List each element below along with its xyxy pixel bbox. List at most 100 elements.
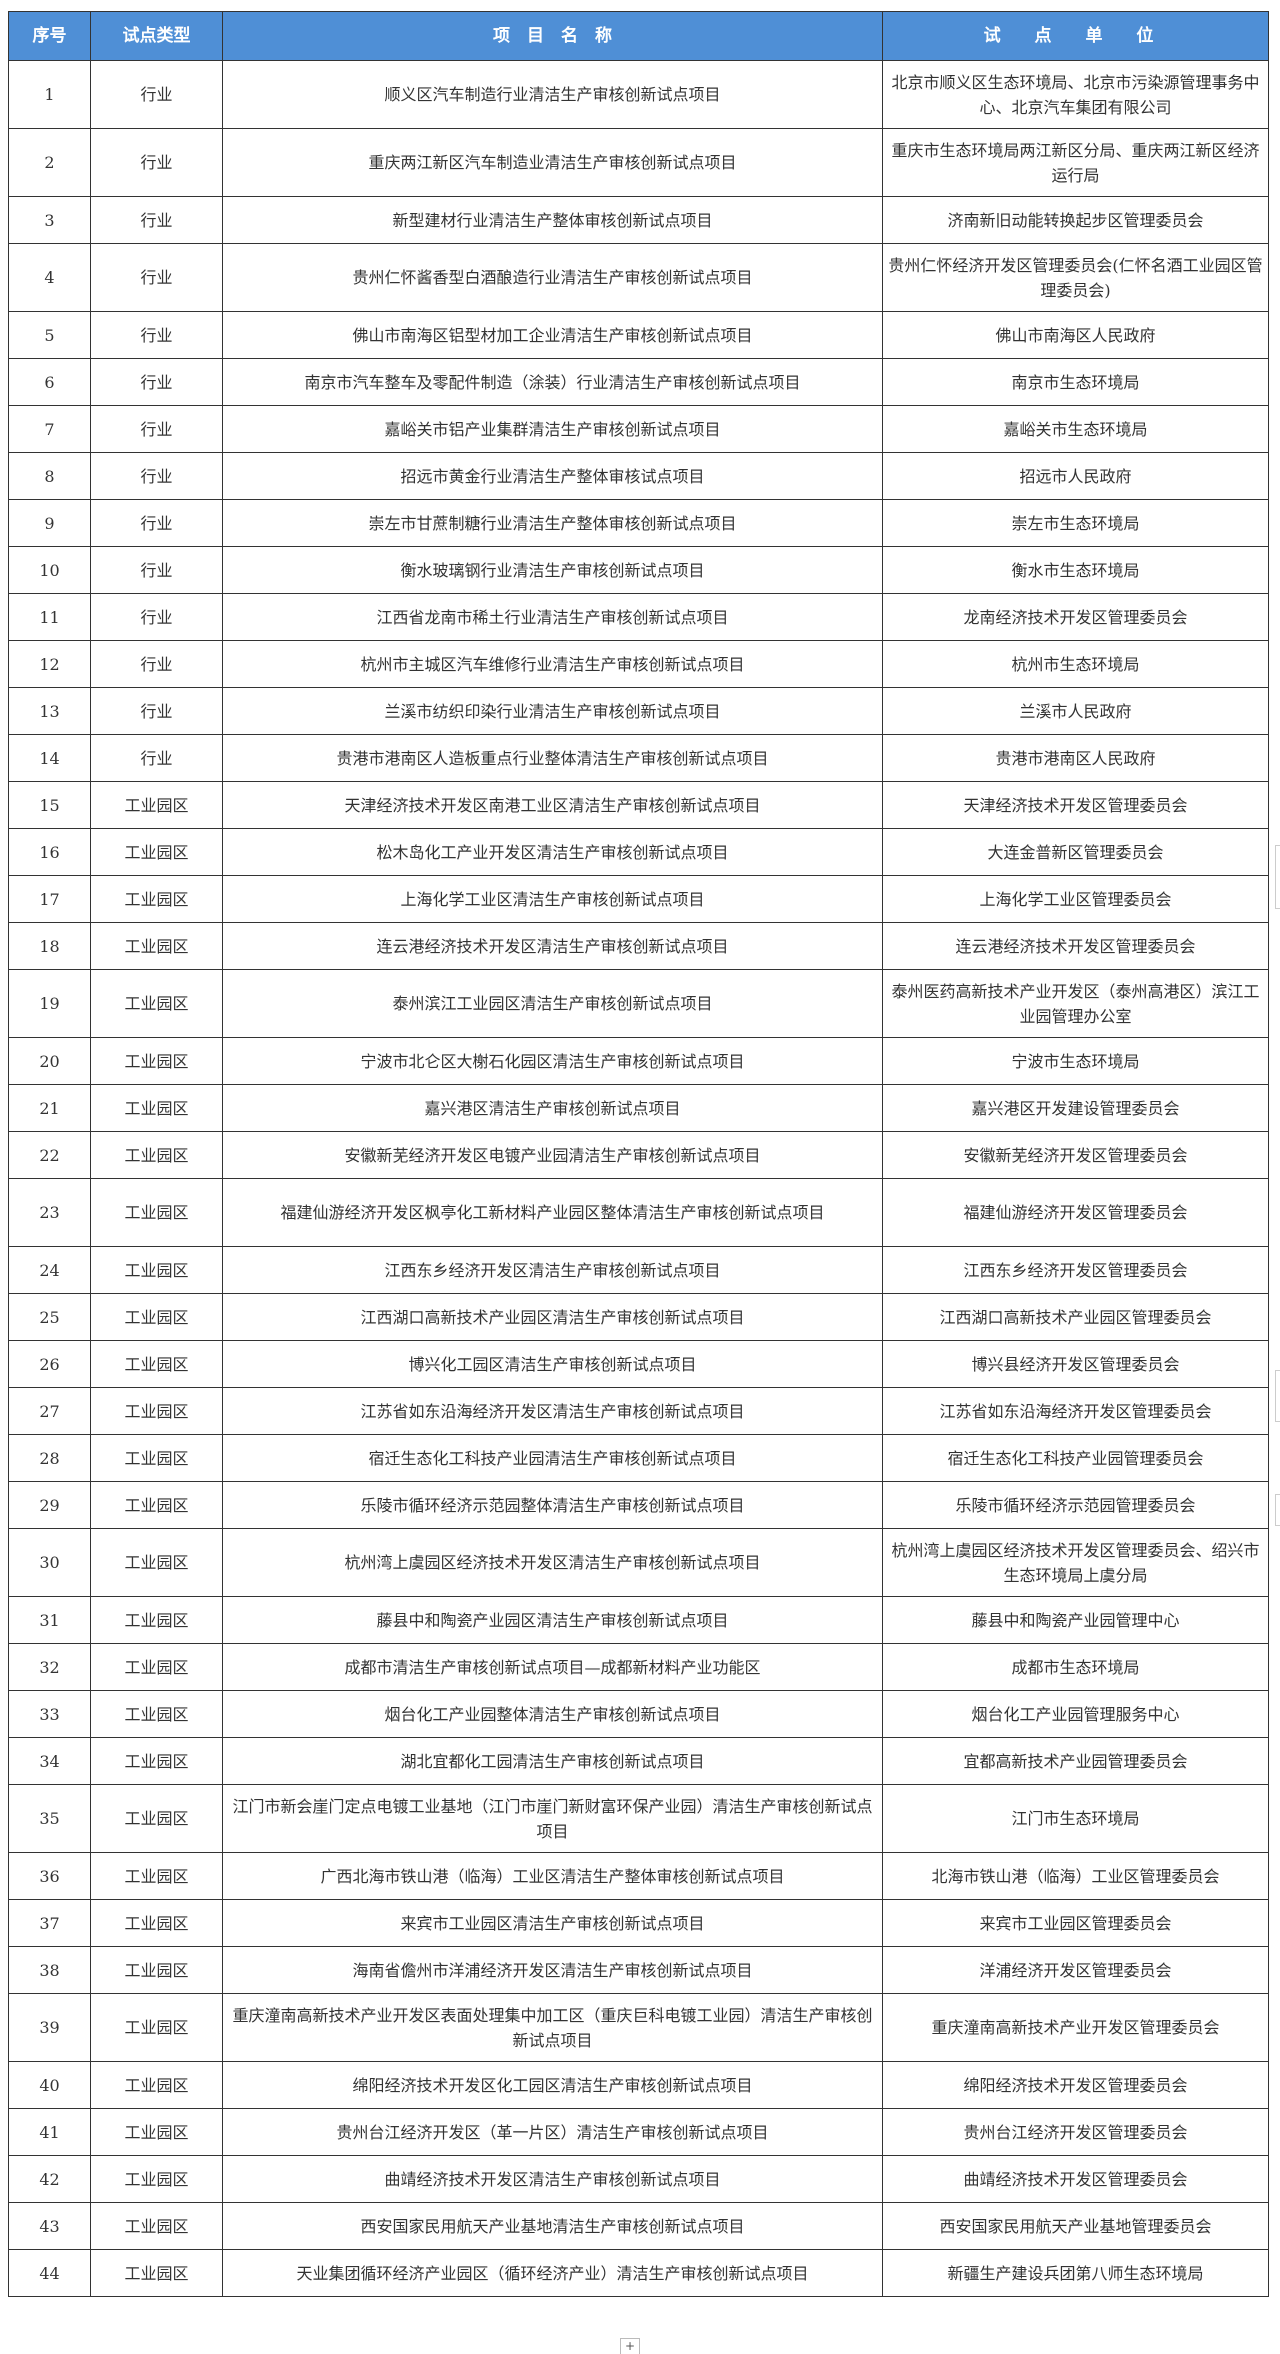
cell-pilot-unit: 安徽新芜经济开发区管理委员会 (882, 1131, 1269, 1179)
table-header-row: 序号 试点类型 项 目 名 称 试 点 单 位 (8, 11, 1269, 61)
cell-pilot-unit: 博兴县经济开发区管理委员会 (882, 1340, 1269, 1388)
cell-no: 34 (8, 1737, 91, 1785)
cell-pilot-unit: 贵港市港南区人民政府 (882, 734, 1269, 782)
cell-type: 工业园区 (90, 1643, 223, 1691)
cell-type: 工业园区 (90, 2061, 223, 2109)
cell-pilot-unit: 乐陵市循环经济示范园管理委员会 (882, 1481, 1269, 1529)
table-body: 1 行业 顺义区汽车制造行业清洁生产审核创新试点项目 北京市顺义区生态环境局、北京市污… (8, 60, 1269, 2297)
table-row: 29 工业园区 乐陵市循环经济示范园整体清洁生产审核创新试点项目 乐陵市循环经济示范园… (8, 1481, 1269, 1529)
table-row: 14 行业 贵港市港南区人造板重点行业整体清洁生产审核创新试点项目 贵港市港南区人民政… (8, 734, 1269, 782)
cell-pilot-unit: 江西东乡经济开发区管理委员会 (882, 1246, 1269, 1294)
cell-pilot-unit: 杭州湾上虞园区经济技术开发区管理委员会、绍兴市生态环境局上虞分局 (882, 1528, 1269, 1597)
cell-type: 工业园区 (90, 922, 223, 970)
table-row: 32 工业园区 成都市清洁生产审核创新试点项目—成都新材料产业功能区 成都市生态环境局 (8, 1643, 1269, 1691)
header-type: 试点类型 (90, 11, 223, 61)
cell-pilot-unit: 天津经济技术开发区管理委员会 (882, 781, 1269, 829)
table-row: 17 工业园区 上海化学工业区清洁生产审核创新试点项目 上海化学工业区管理委员会 (8, 875, 1269, 923)
cell-no: 41 (8, 2108, 91, 2156)
cell-type: 工业园区 (90, 1737, 223, 1785)
cell-project-name: 江西东乡经济开发区清洁生产审核创新试点项目 (222, 1246, 883, 1294)
table-row: 20 工业园区 宁波市北仑区大榭石化园区清洁生产审核创新试点项目 宁波市生态环境局 (8, 1037, 1269, 1085)
cell-type: 工业园区 (90, 1899, 223, 1947)
cell-type: 工业园区 (90, 1246, 223, 1294)
cell-pilot-unit: 贵州台江经济开发区管理委员会 (882, 2108, 1269, 2156)
cell-no: 18 (8, 922, 91, 970)
cell-type: 工业园区 (90, 1784, 223, 1853)
cell-type: 工业园区 (90, 828, 223, 876)
cell-project-name: 宁波市北仑区大榭石化园区清洁生产审核创新试点项目 (222, 1037, 883, 1085)
table-row: 33 工业园区 烟台化工产业园整体清洁生产审核创新试点项目 烟台化工产业园管理服务中心 (8, 1690, 1269, 1738)
cell-no: 23 (8, 1178, 91, 1247)
cell-no: 9 (8, 499, 91, 547)
cell-pilot-unit: 重庆市生态环境局两江新区分局、重庆两江新区经济运行局 (882, 128, 1269, 197)
cell-type: 行业 (90, 640, 223, 688)
table-row: 6 行业 南京市汽车整车及零配件制造（涂装）行业清洁生产审核创新试点项目 南京市生态环… (8, 358, 1269, 406)
table-row: 8 行业 招远市黄金行业清洁生产整体审核试点项目 招远市人民政府 (8, 452, 1269, 500)
cell-pilot-unit: 连云港经济技术开发区管理委员会 (882, 922, 1269, 970)
cell-no: 12 (8, 640, 91, 688)
table-row: 31 工业园区 藤县中和陶瓷产业园区清洁生产审核创新试点项目 藤县中和陶瓷产业园管理中… (8, 1596, 1269, 1644)
cell-project-name: 上海化学工业区清洁生产审核创新试点项目 (222, 875, 883, 923)
cell-type: 行业 (90, 311, 223, 359)
cell-pilot-unit: 西安国家民用航天产业基地管理委员会 (882, 2202, 1269, 2250)
cell-type: 工业园区 (90, 1178, 223, 1247)
cell-no: 1 (8, 60, 91, 129)
cell-project-name: 绵阳经济技术开发区化工园区清洁生产审核创新试点项目 (222, 2061, 883, 2109)
cell-pilot-unit: 北京市顺义区生态环境局、北京市污染源管理事务中心、北京汽车集团有限公司 (882, 60, 1269, 129)
cell-project-name: 江西湖口高新技术产业园区清洁生产审核创新试点项目 (222, 1293, 883, 1341)
table-row: 22 工业园区 安徽新芜经济开发区电镀产业园清洁生产审核创新试点项目 安徽新芜经济开发… (8, 1131, 1269, 1179)
table-row: 41 工业园区 贵州台江经济开发区（革一片区）清洁生产审核创新试点项目 贵州台江经济开… (8, 2108, 1269, 2156)
cell-type: 工业园区 (90, 2155, 223, 2203)
cell-type: 行业 (90, 499, 223, 547)
cell-no: 26 (8, 1340, 91, 1388)
cell-no: 5 (8, 311, 91, 359)
cell-type: 工业园区 (90, 2108, 223, 2156)
cell-no: 39 (8, 1993, 91, 2062)
table-row: 24 工业园区 江西东乡经济开发区清洁生产审核创新试点项目 江西东乡经济开发区管理委员… (8, 1246, 1269, 1294)
cell-project-name: 南京市汽车整车及零配件制造（涂装）行业清洁生产审核创新试点项目 (222, 358, 883, 406)
cell-no: 8 (8, 452, 91, 500)
table-row: 10 行业 衡水玻璃钢行业清洁生产审核创新试点项目 衡水市生态环境局 (8, 546, 1269, 594)
cell-project-name: 海南省儋州市洋浦经济开发区清洁生产审核创新试点项目 (222, 1946, 883, 1994)
cell-pilot-unit: 绵阳经济技术开发区管理委员会 (882, 2061, 1269, 2109)
cell-project-name: 新型建材行业清洁生产整体审核创新试点项目 (222, 196, 883, 244)
table-row: 2 行业 重庆两江新区汽车制造业清洁生产审核创新试点项目 重庆市生态环境局两江新区分局… (8, 128, 1269, 197)
cell-project-name: 藤县中和陶瓷产业园区清洁生产审核创新试点项目 (222, 1596, 883, 1644)
cell-project-name: 嘉峪关市铝产业集群清洁生产审核创新试点项目 (222, 405, 883, 453)
table-row: 23 工业园区 福建仙游经济开发区枫亭化工新材料产业园区整体清洁生产审核创新试点项目… (8, 1178, 1269, 1247)
pilot-projects-table: 序号 试点类型 项 目 名 称 试 点 单 位 1 行业 顺义区汽车制造行业清洁生产… (8, 11, 1269, 2297)
cell-pilot-unit: 洋浦经济开发区管理委员会 (882, 1946, 1269, 1994)
table-row: 36 工业园区 广西北海市铁山港（临海）工业区清洁生产整体审核创新试点项目 北海市铁山… (8, 1852, 1269, 1900)
cell-project-name: 连云港经济技术开发区清洁生产审核创新试点项目 (222, 922, 883, 970)
table-row: 34 工业园区 湖北宜都化工园清洁生产审核创新试点项目 宜都高新技术产业园管理委员会 (8, 1737, 1269, 1785)
cell-project-name: 贵州仁怀酱香型白酒酿造行业清洁生产审核创新试点项目 (222, 243, 883, 312)
cell-pilot-unit: 济南新旧动能转换起步区管理委员会 (882, 196, 1269, 244)
cell-type: 行业 (90, 243, 223, 312)
cell-type: 工业园区 (90, 1690, 223, 1738)
cell-project-name: 福建仙游经济开发区枫亭化工新材料产业园区整体清洁生产审核创新试点项目 (222, 1178, 883, 1247)
cell-no: 36 (8, 1852, 91, 1900)
cell-project-name: 贵州台江经济开发区（革一片区）清洁生产审核创新试点项目 (222, 2108, 883, 2156)
cell-type: 工业园区 (90, 969, 223, 1038)
cell-project-name: 西安国家民用航天产业基地清洁生产审核创新试点项目 (222, 2202, 883, 2250)
cell-pilot-unit: 来宾市工业园区管理委员会 (882, 1899, 1269, 1947)
table-row: 11 行业 江西省龙南市稀土行业清洁生产审核创新试点项目 龙南经济技术开发区管理委员会 (8, 593, 1269, 641)
cell-no: 30 (8, 1528, 91, 1597)
table-row: 3 行业 新型建材行业清洁生产整体审核创新试点项目 济南新旧动能转换起步区管理委员会 (8, 196, 1269, 244)
cell-pilot-unit: 南京市生态环境局 (882, 358, 1269, 406)
table-row: 38 工业园区 海南省儋州市洋浦经济开发区清洁生产审核创新试点项目 洋浦经济开发区管理… (8, 1946, 1269, 1994)
cell-no: 25 (8, 1293, 91, 1341)
table-row: 37 工业园区 来宾市工业园区清洁生产审核创新试点项目 来宾市工业园区管理委员会 (8, 1899, 1269, 1947)
cell-project-name: 崇左市甘蔗制糖行业清洁生产整体审核创新试点项目 (222, 499, 883, 547)
cell-type: 行业 (90, 546, 223, 594)
cell-pilot-unit: 衡水市生态环境局 (882, 546, 1269, 594)
add-button[interactable]: + (620, 2338, 640, 2354)
cell-pilot-unit: 宜都高新技术产业园管理委员会 (882, 1737, 1269, 1785)
table-row: 1 行业 顺义区汽车制造行业清洁生产审核创新试点项目 北京市顺义区生态环境局、北京市污… (8, 60, 1269, 129)
cell-pilot-unit: 江西湖口高新技术产业园区管理委员会 (882, 1293, 1269, 1341)
table-row: 5 行业 佛山市南海区铝型材加工企业清洁生产审核创新试点项目 佛山市南海区人民政府 (8, 311, 1269, 359)
cell-type: 工业园区 (90, 1084, 223, 1132)
cell-no: 16 (8, 828, 91, 876)
table-row: 43 工业园区 西安国家民用航天产业基地清洁生产审核创新试点项目 西安国家民用航天产业… (8, 2202, 1269, 2250)
table-row: 9 行业 崇左市甘蔗制糖行业清洁生产整体审核创新试点项目 崇左市生态环境局 (8, 499, 1269, 547)
